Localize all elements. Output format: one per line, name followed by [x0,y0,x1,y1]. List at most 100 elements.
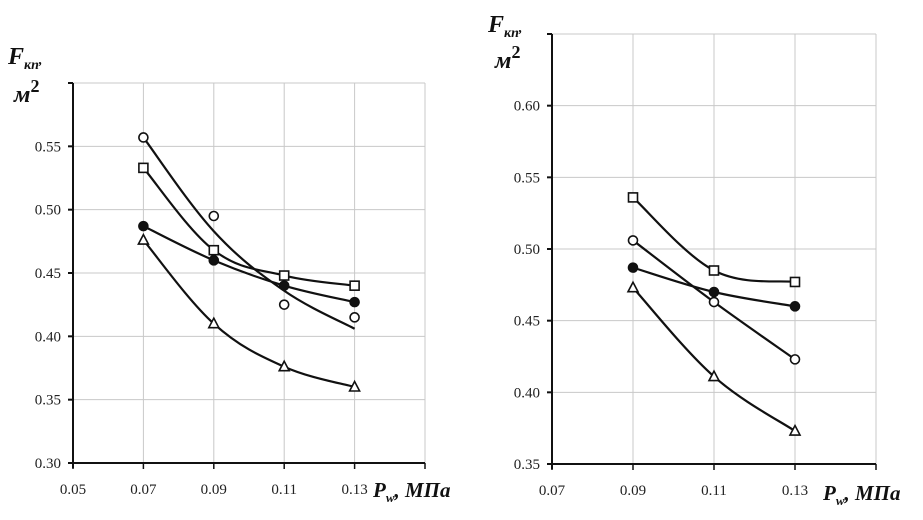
left-series [137,132,361,392]
right-series-filled-circle [627,262,801,312]
right-x-title-sub: w [836,493,845,508]
marker-triangle-open [137,232,150,245]
marker-triangle-open [348,379,361,392]
marker-circle-filled [789,301,801,312]
marker-circle-open [138,132,149,143]
right-point-filled-circle [627,262,639,273]
left-point-filled-circle [208,255,220,266]
left-line-open-triangle [142,239,355,389]
marker-square-open [349,280,360,291]
right-labels: 0.35 0.40 0.45 0.50 0.55 0.60 0.07 0.09 0.11 0.13 [514,99,808,499]
marker-circle-open [627,235,639,246]
left-y-tick-label: 0.30 [35,456,61,472]
marker-circle-filled [138,220,149,232]
left-x-tick-label: 0.07 [130,482,157,498]
right-x-tick-label: 0.07 [539,483,566,499]
marker-circle-open [349,312,360,323]
right-point-open-circle [627,235,639,246]
left-y-tick-label: 0.45 [35,266,61,282]
left-y-axis-title: Fкп, [7,44,42,73]
right-x-tick-label: 0.09 [620,483,646,499]
marker-triangle-open [788,423,802,436]
right-point-open-circle [708,296,720,308]
right-y-axis-title: Fкп, [487,12,522,41]
right-y-tick-label: 0.55 [514,170,540,186]
left-y-title-sub: кп [24,58,39,73]
right-y-unit: м [494,48,511,74]
marker-circle-open [708,296,720,308]
right-point-open-triangle [707,369,721,382]
right-series [626,192,802,436]
left-x-tick-label: 0.05 [60,482,86,498]
marker-square-open [278,270,290,281]
marker-triangle-open [626,280,640,293]
marker-circle-open [789,354,801,365]
right-point-filled-circle [789,301,801,312]
left-line-open-circle [142,136,356,330]
right-axes [547,33,877,470]
right-series-open-square [627,192,801,288]
right-y-tick-label: 0.50 [514,242,540,258]
marker-circle-filled [627,262,639,273]
right-point-open-triangle [626,280,640,293]
left-y-tick-label: 0.50 [35,203,61,219]
right-point-open-square [708,265,720,276]
left-x-title-main: P [372,478,386,502]
right-series-open-circle [627,235,801,365]
left-series-open-square [138,162,360,291]
right-grid [552,33,877,464]
right-y-tick-label: 0.35 [514,457,540,473]
right-x-title-main: P [822,481,836,505]
left-point-open-square [138,162,149,174]
right-x-tick-label: 0.13 [782,483,808,499]
right-x-tick-label: 0.11 [701,483,727,499]
right-point-open-square [789,276,801,288]
right-point-open-circle [789,354,801,365]
marker-circle-filled [208,255,220,266]
marker-square-open [627,192,639,203]
right-y-unit-sup: 2 [511,42,520,62]
left-y-title-main: F [7,44,24,70]
marker-circle-open [208,210,220,222]
right-series-open-triangle [626,280,802,436]
left-y-tick-label: 0.35 [35,393,61,409]
right-y-title-main: F [487,12,504,38]
left-point-open-triangle [277,359,291,372]
marker-triangle-open [207,316,221,329]
marker-triangle-open [707,369,721,382]
right-point-filled-circle [708,286,720,298]
left-x-title-sub: w [386,490,395,505]
left-chart: 0.30 0.35 0.40 0.45 0.50 0.55 0.05 0.07 0.09 0.11… [7,44,451,505]
marker-circle-filled [708,286,720,298]
left-point-open-triangle [348,379,361,392]
left-series-open-circle [138,132,360,330]
right-x-title-unit: , МПа [844,481,901,505]
left-x-tick-label: 0.09 [201,482,227,498]
right-point-open-triangle [788,423,802,436]
left-y-tick-label: 0.55 [35,139,61,155]
left-point-open-square [278,270,290,281]
left-line-filled-circle [142,225,355,304]
left-point-open-triangle [207,316,221,329]
left-y-unit: м [13,82,30,108]
right-y-title-sub: кп [504,26,519,41]
marker-square-open [208,244,220,256]
left-x-title-unit: , МПа [394,478,451,502]
right-point-open-square [627,192,639,203]
left-series-filled-circle [138,220,360,308]
left-point-open-circle [278,299,290,310]
marker-square-open [708,265,720,276]
marker-circle-open [278,299,290,310]
right-y-axis-unit: м2 [494,42,520,74]
left-point-open-circle [208,210,220,222]
right-x-axis-title: Pw, МПа [822,481,901,508]
left-x-tick-label: 0.13 [341,482,367,498]
right-y-tick-label: 0.40 [514,385,540,401]
left-line-open-square [142,167,355,287]
left-x-tick-label: 0.11 [271,482,297,498]
left-point-open-circle [138,132,149,143]
left-y-tick-label: 0.40 [35,329,61,345]
left-point-open-circle [349,312,360,323]
left-labels: 0.30 0.35 0.40 0.45 0.50 0.55 0.05 0.07 0.09 0.11… [35,139,368,498]
